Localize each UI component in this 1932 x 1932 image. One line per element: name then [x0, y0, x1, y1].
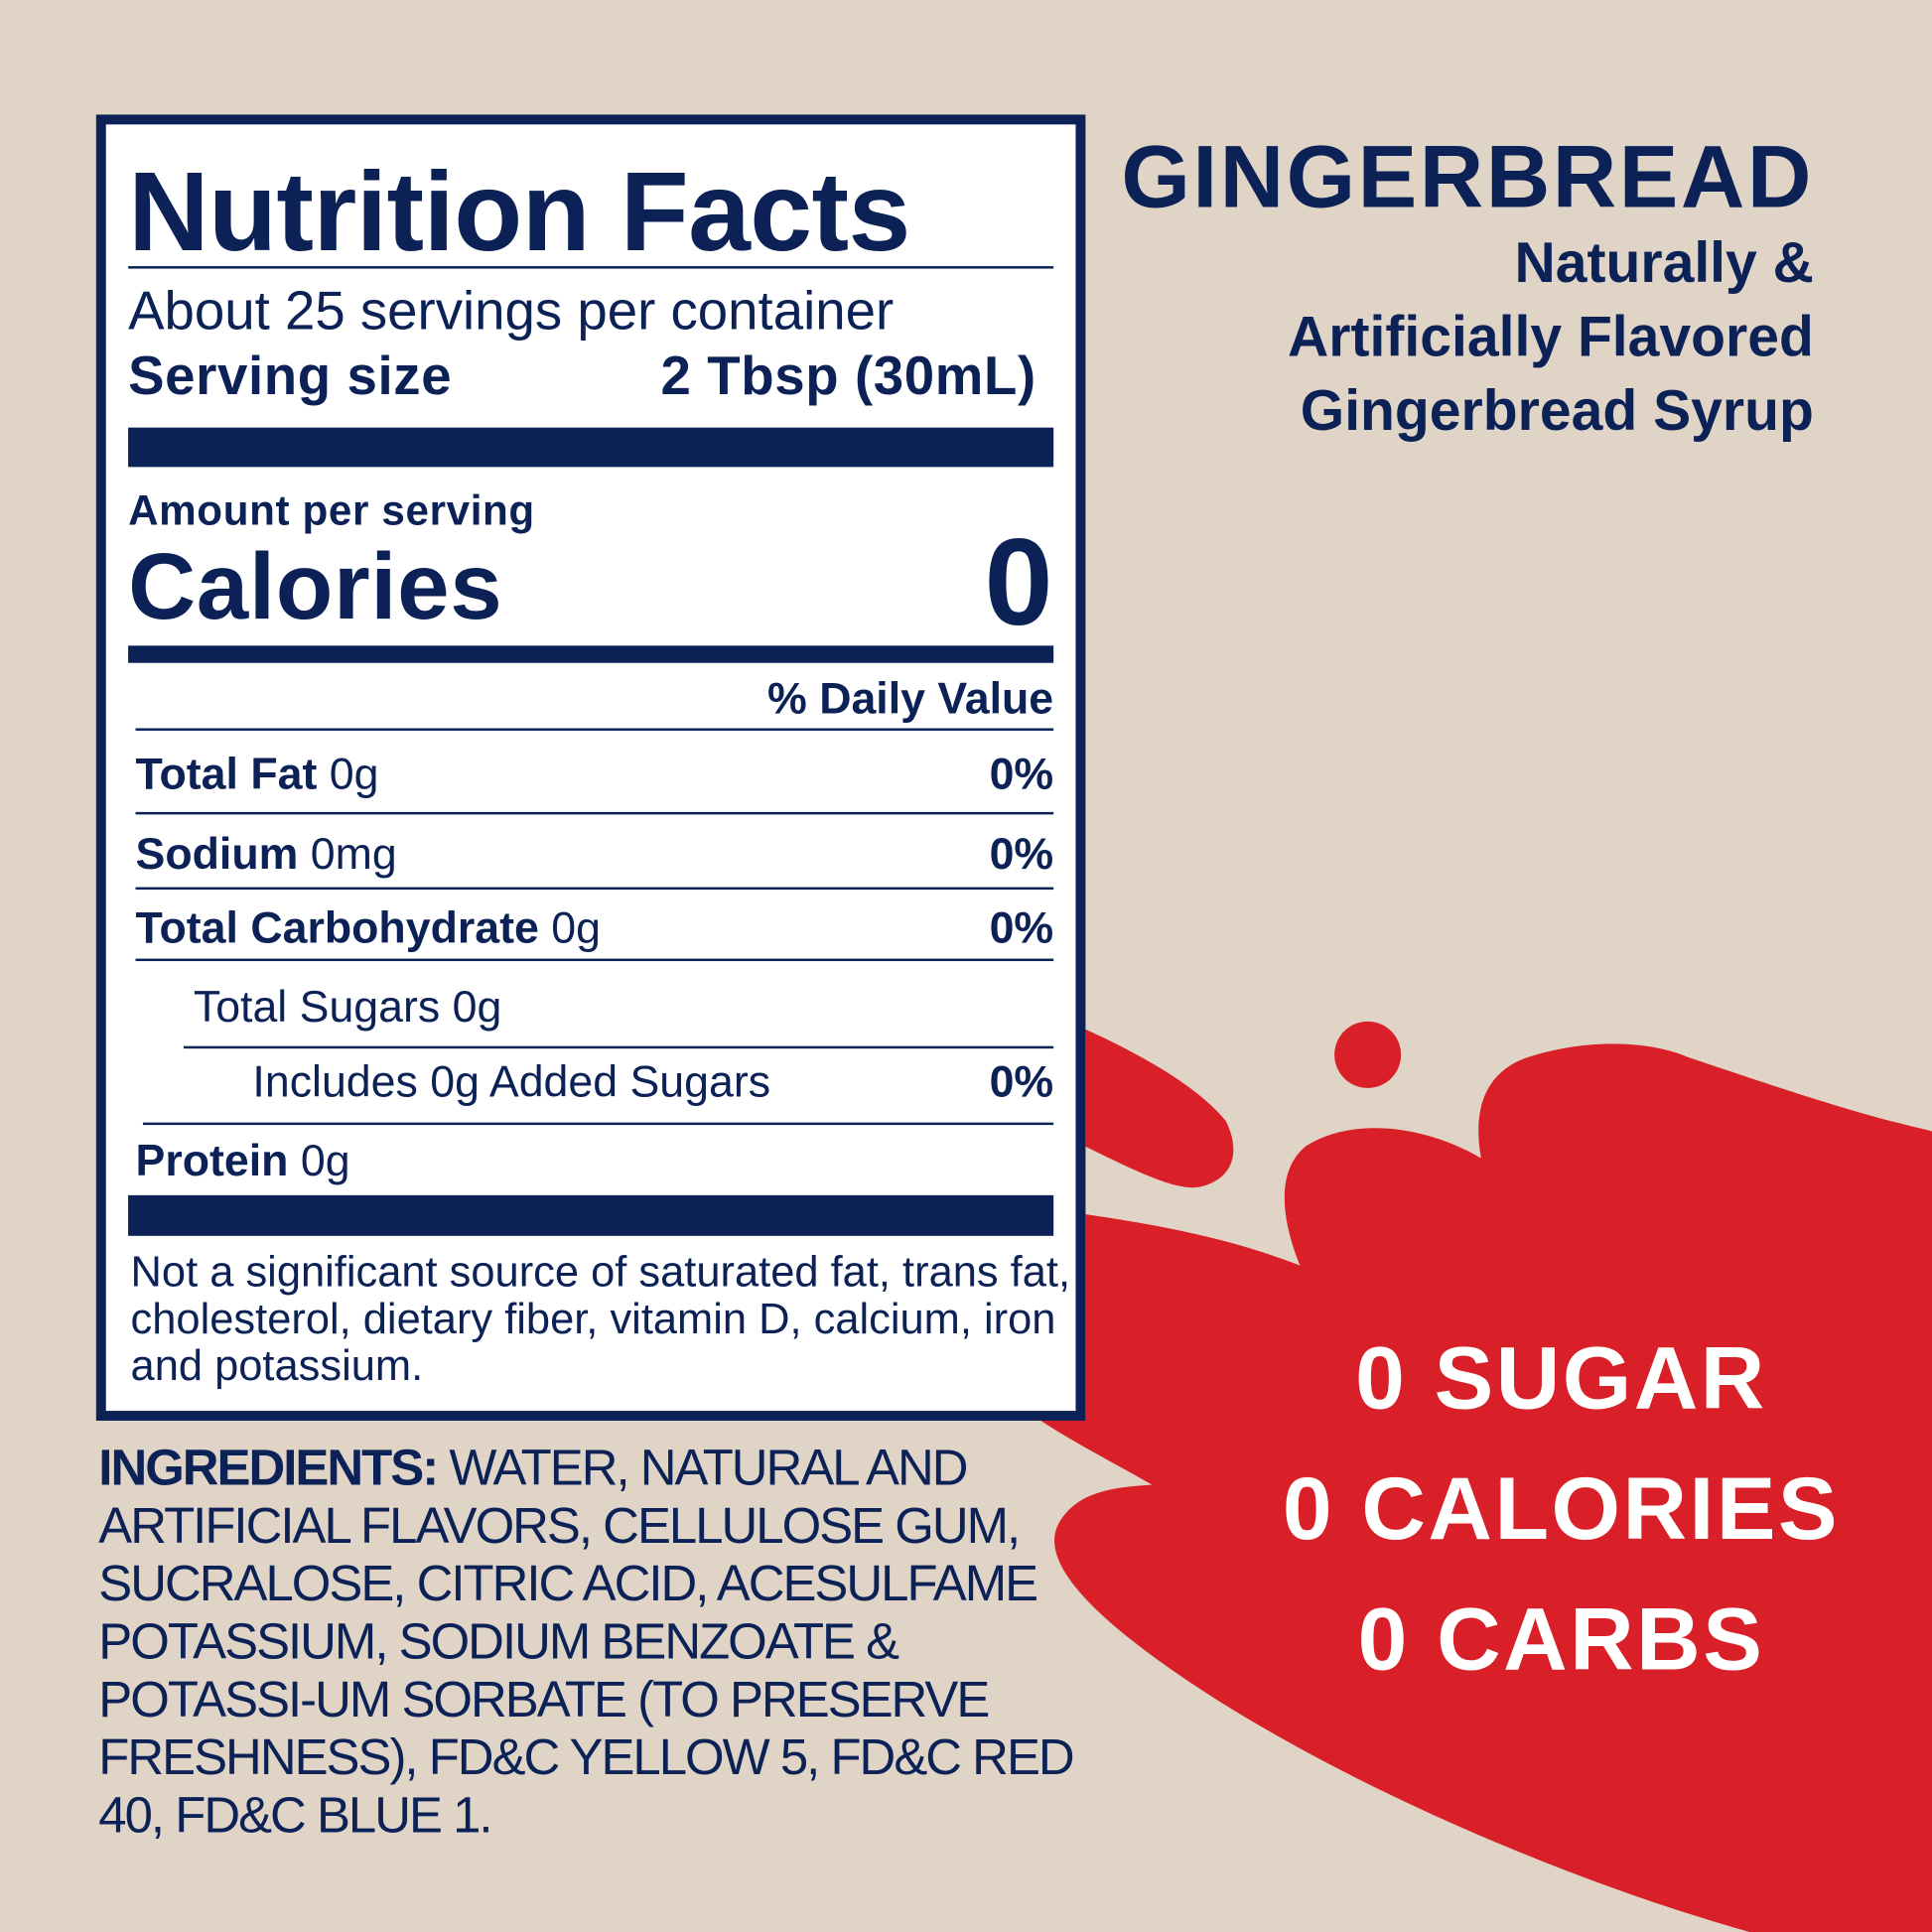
- product-description: Naturally & Artificially Flavored Ginger…: [1288, 225, 1814, 447]
- nutrition-facts-title: Nutrition Facts: [128, 150, 910, 275]
- divider: [128, 266, 1054, 269]
- claim-sugar: 0 SUGAR: [1355, 1329, 1767, 1429]
- divider: [135, 728, 1054, 731]
- nutrient-row-sodium: Sodium 0mg 0%: [136, 829, 1054, 879]
- calories-label: Calories: [128, 534, 503, 640]
- calories-row: Calories 0: [128, 521, 1053, 644]
- nutrient-row-added-sugars: Includes 0g Added Sugars 0%: [252, 1055, 1054, 1107]
- claim-carbs: 0 CARBS: [1357, 1590, 1765, 1690]
- divider: [135, 811, 1054, 815]
- nutrient-amount: 0mg: [310, 828, 397, 879]
- claim-calories: 0 CALORIES: [1282, 1459, 1841, 1559]
- description-line: Artificially Flavored: [1288, 304, 1814, 369]
- serving-size: Serving size 2 Tbsp (30mL): [128, 346, 1053, 408]
- serving-size-label: Serving size: [128, 345, 453, 407]
- nutrient-row-total-carbohydrate: Total Carbohydrate 0g 0%: [135, 901, 1054, 953]
- splash-main: [1035, 1043, 1932, 1932]
- ingredients-text: WATER, NATURAL AND ARTIFICIAL FLAVORS, C…: [98, 1439, 1074, 1844]
- calories-value: 0: [984, 513, 1054, 652]
- nutrient-amount: 0g: [300, 1135, 350, 1185]
- splash-drop: [1334, 1021, 1402, 1088]
- nutrient-name: Total Sugars 0g: [193, 980, 502, 1032]
- thick-divider: [128, 427, 1054, 468]
- nutrient-name: Total Fat: [135, 748, 318, 799]
- description-line: Gingerbread Syrup: [1300, 378, 1814, 443]
- divider: [135, 958, 1054, 962]
- servings-per-container: About 25 servings per container: [128, 280, 895, 342]
- divider: [142, 1122, 1054, 1126]
- nutrient-amount: 0g: [551, 901, 601, 953]
- serving-size-value: 2 Tbsp (30mL): [660, 345, 1036, 407]
- splash-arm: [1046, 1013, 1234, 1188]
- ingredients: INGREDIENTS: WATER, NATURAL AND ARTIFICI…: [98, 1440, 1109, 1845]
- nutrient-dv: 0%: [989, 901, 1054, 953]
- nutrient-name: Total Carbohydrate: [135, 901, 539, 953]
- nutrient-dv: 0%: [989, 828, 1054, 879]
- amount-per-serving: Amount per serving: [128, 487, 535, 535]
- footnote: Not a significant source of saturated fa…: [130, 1248, 1071, 1390]
- daily-value-header: % Daily Value: [767, 672, 1054, 724]
- nutrient-amount: 0g: [329, 748, 379, 799]
- divider: [135, 887, 1054, 891]
- product-name: GINGERBREAD: [1121, 128, 1814, 227]
- nutrient-row-total-sugars: Total Sugars 0g: [194, 982, 1053, 1032]
- nutrient-name: Includes 0g Added Sugars: [252, 1055, 771, 1107]
- medium-divider: [128, 645, 1054, 663]
- nutrient-row-protein: Protein 0g: [136, 1136, 1054, 1185]
- nutrient-row-total-fat: Total Fat 0g 0%: [135, 748, 1054, 799]
- thick-divider: [128, 1194, 1054, 1236]
- description-line: Naturally &: [1514, 230, 1814, 295]
- nutrient-name: Protein: [135, 1135, 289, 1185]
- divider: [183, 1045, 1054, 1049]
- nutrient-name: Sodium: [135, 828, 299, 879]
- ingredients-label: INGREDIENTS:: [98, 1439, 439, 1496]
- nutrient-dv: 0%: [989, 1055, 1054, 1107]
- nutrient-dv: 0%: [989, 748, 1054, 799]
- nutrition-facts-panel: Nutrition Facts About 25 servings per co…: [95, 114, 1086, 1421]
